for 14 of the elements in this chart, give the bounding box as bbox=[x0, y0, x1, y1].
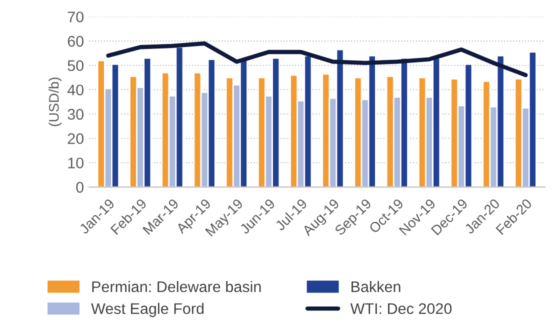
y-tick-label: 50 bbox=[68, 60, 84, 72]
y-tick-label: 40 bbox=[67, 84, 84, 96]
y-tick-label: 70 bbox=[68, 12, 84, 22]
line-series bbox=[106, 41, 528, 78]
y-tick-label: 30 bbox=[68, 108, 84, 120]
y-axis-title: (USD/b) bbox=[48, 78, 62, 126]
y-tick-label: 0 bbox=[76, 182, 84, 193]
y-tick-label: 10 bbox=[68, 158, 84, 168]
legend-label: West Eagle Ford bbox=[91, 302, 204, 318]
legend-label: Bakken bbox=[352, 280, 400, 292]
legend-label: Permian: Deleware basin bbox=[92, 280, 261, 292]
legend-label: WTI: Dec 2020 bbox=[350, 303, 452, 314]
y-tick-label: 60 bbox=[68, 36, 84, 47]
y-tick-label: 20 bbox=[68, 133, 84, 144]
